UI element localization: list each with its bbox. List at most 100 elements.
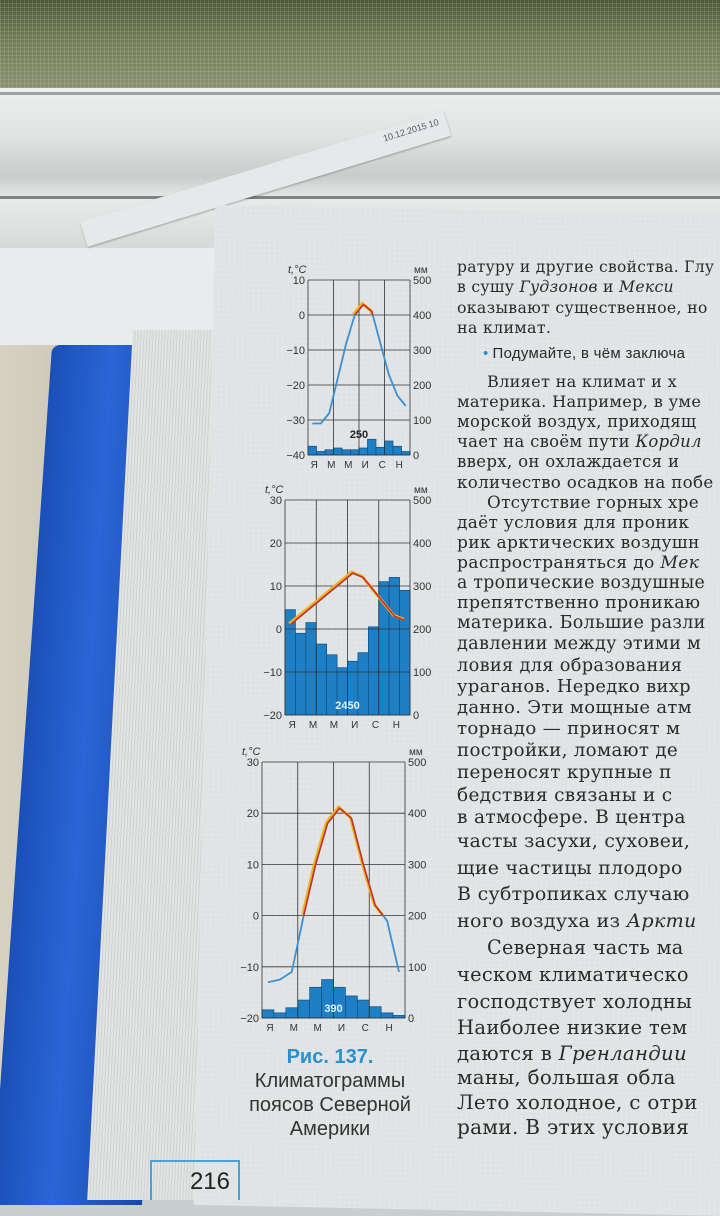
text-segment: Северная часть ма xyxy=(487,936,684,959)
y-tick-right: 400 xyxy=(413,310,431,322)
text-line: даёт условия для проник xyxy=(457,512,689,532)
y-tick-right: 400 xyxy=(408,808,426,820)
month-label: М xyxy=(313,1023,321,1034)
text-line: ураганов. Нередко вихр xyxy=(457,676,691,697)
precip-bar xyxy=(380,1012,394,1019)
text-segment: ного воздуха из xyxy=(457,909,627,932)
precip-bar xyxy=(350,449,360,456)
month-label: Я xyxy=(311,460,318,471)
precip-bar xyxy=(333,447,343,456)
text-segment: маны, большая обла xyxy=(457,1066,676,1089)
y-tick-right: 400 xyxy=(413,538,431,550)
text-segment: Лето холодное, с отри xyxy=(457,1090,698,1114)
y-tick-left: 0 xyxy=(276,624,282,636)
y-tick-left: −20 xyxy=(240,1013,259,1025)
text-line: • Подумайте, в чём заключа xyxy=(457,345,685,362)
text-segment: чает на своём пути xyxy=(457,432,636,451)
text-segment: Наиболее низкие тем xyxy=(457,1016,688,1039)
text-line: рами. В этих условия xyxy=(457,1115,689,1139)
caption-text: Климатограммы поясов Северной Америки xyxy=(249,1070,411,1140)
y-tick-right: 100 xyxy=(413,415,431,427)
precip-bar xyxy=(399,589,411,716)
text-line: торнадо — приносят м xyxy=(457,718,680,739)
precip-bar xyxy=(305,622,317,716)
y-tick-left: 10 xyxy=(270,581,282,593)
y-tick-left: −30 xyxy=(286,415,305,427)
precip-bar xyxy=(341,449,351,456)
text-line: ловия для образования xyxy=(457,655,682,676)
y-tick-right: 300 xyxy=(408,859,426,871)
italic-term: Мекси xyxy=(619,278,674,296)
y-tick-left: −40 xyxy=(286,450,305,462)
precip-bar xyxy=(261,1009,275,1019)
y-tick-right: 500 xyxy=(408,757,426,769)
text-line: маны, большая обла xyxy=(457,1066,676,1089)
bullet-icon: • xyxy=(483,345,489,362)
text-segment: давлении между этими м xyxy=(457,634,702,654)
text-line: материка. Большие разли xyxy=(457,613,706,633)
text-line: господствует холодны xyxy=(457,990,692,1013)
text-segment: морской воздух, приходящ xyxy=(457,412,697,431)
text-segment: господствует холодны xyxy=(457,990,692,1013)
text-segment: постройки, ломают де xyxy=(457,740,678,761)
italic-term: Гудзонов xyxy=(519,278,598,296)
y-tick-left: 20 xyxy=(270,538,282,550)
y-tick-left: 20 xyxy=(247,808,259,820)
precip-bar xyxy=(315,643,328,716)
text-line: на климат. xyxy=(457,318,551,337)
text-segment: данно. Эти мощные атм xyxy=(457,697,692,718)
text-line: морской воздух, приходящ xyxy=(457,412,696,431)
precip-bar xyxy=(295,632,307,716)
y-tick-right: 500 xyxy=(413,495,431,507)
text-segment: ловия для образования xyxy=(457,655,683,676)
text-segment: рами. В этих условия xyxy=(457,1115,690,1139)
text-segment: препятственно проникаю xyxy=(457,593,701,613)
month-label: М xyxy=(344,460,352,471)
annual-precipitation-total: 2450 xyxy=(335,700,359,712)
y-axis-label-precipitation: мм xyxy=(409,747,423,758)
text-line: Наиболее низкие тем xyxy=(457,1016,687,1039)
y-tick-left: −20 xyxy=(263,710,282,722)
text-segment: а тропические воздушные xyxy=(457,573,706,593)
month-label: И xyxy=(338,1023,345,1034)
precip-bar xyxy=(273,1012,287,1019)
text-line: распространяться до Мек xyxy=(457,553,699,573)
text-line: ратуру и другие свойства. Глу xyxy=(457,258,714,276)
month-label: Я xyxy=(266,1023,273,1034)
y-tick-right: 300 xyxy=(413,581,431,593)
y-tick-right: 200 xyxy=(408,911,426,923)
text-line: рик арктических воздушн xyxy=(457,533,700,553)
text-line: ческом климатическо xyxy=(457,963,689,986)
italic-term: Гренландии xyxy=(558,1042,687,1065)
month-label: И xyxy=(362,460,369,471)
text-segment: торнадо — приносят м xyxy=(457,718,681,739)
y-tick-left: 0 xyxy=(299,310,305,322)
y-axis-label-temperature: t,°C xyxy=(288,264,307,276)
text-line: в сушу Гудзонов и Мекси xyxy=(457,278,674,296)
precip-bar xyxy=(392,445,402,456)
temperature-line-above-zero xyxy=(289,572,406,626)
text-segment: В субтропиках случаю xyxy=(457,883,690,905)
text-segment: и xyxy=(597,278,620,296)
annual-precipitation-total: 250 xyxy=(350,429,368,441)
month-label: С xyxy=(379,460,386,471)
y-tick-right: 500 xyxy=(413,275,431,287)
text-line: вверх, он охлаждается и xyxy=(457,452,679,471)
y-tick-left: 30 xyxy=(247,757,259,769)
precip-bar xyxy=(368,1006,382,1019)
y-tick-right: 0 xyxy=(408,1013,414,1025)
month-label: Н xyxy=(386,1023,393,1034)
frame-edge xyxy=(0,92,720,95)
frame-groove xyxy=(0,196,720,199)
text-line: ного воздуха из Аркти xyxy=(457,909,697,932)
y-tick-left: −10 xyxy=(286,345,305,357)
month-label: Н xyxy=(393,720,400,731)
text-line: количество осадков на побе xyxy=(457,472,714,492)
figure-caption: Рис. 137. Климатограммы поясов Северной … xyxy=(230,1045,430,1141)
text-line: бедствия связаны и с xyxy=(457,785,672,806)
text-line: препятственно проникаю xyxy=(457,593,700,613)
text-segment: Отсутствие горных хре xyxy=(487,492,699,512)
y-tick-left: 10 xyxy=(293,275,305,287)
